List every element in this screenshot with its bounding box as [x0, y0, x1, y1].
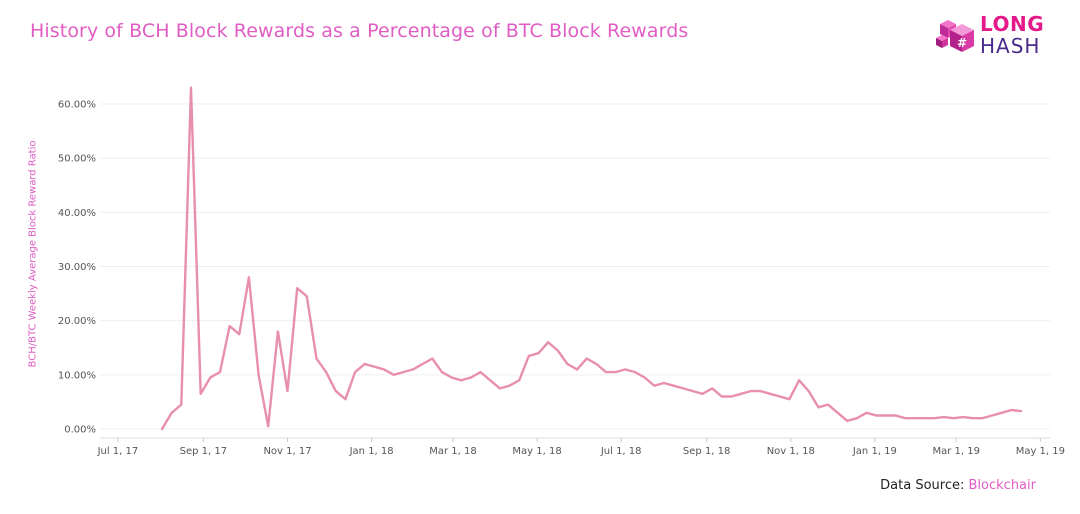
source-label: Data Source:: [880, 478, 965, 493]
y-tick-label: 30.00%: [58, 262, 96, 273]
series-line: [160, 86, 1023, 431]
y-tick-label: 60.00%: [58, 100, 96, 111]
chart-title: History of BCH Block Rewards as a Percen…: [30, 20, 689, 42]
x-tick-label: Jul 1, 17: [97, 446, 139, 457]
longhash-cube-icon: #: [936, 20, 974, 52]
x-tick-label: Sep 1, 18: [683, 446, 730, 457]
y-tick-label: 50.00%: [58, 154, 96, 165]
x-tick-label: Jan 1, 19: [852, 446, 897, 457]
y-tick-label: 40.00%: [58, 208, 96, 219]
logo-line-2: HASH: [980, 34, 1041, 58]
x-tick-label: Jul 1, 18: [600, 446, 642, 457]
x-tick-label: Sep 1, 17: [180, 446, 227, 457]
y-tick-label: 10.00%: [58, 370, 96, 381]
longhash-logo[interactable]: # LONG HASH: [934, 14, 1054, 60]
x-tick-label: May 1, 19: [1016, 446, 1065, 457]
source-link[interactable]: Blockchair: [968, 478, 1036, 493]
x-tick-label: Nov 1, 17: [263, 446, 311, 457]
y-tick-label: 20.00%: [58, 316, 96, 327]
x-tick-label: Nov 1, 18: [767, 446, 815, 457]
x-tick-label: May 1, 18: [512, 446, 561, 457]
x-tick-label: Mar 1, 19: [932, 446, 980, 457]
svg-text:#: #: [957, 36, 967, 50]
data-source-credit: Data Source: Blockchair: [880, 478, 1036, 493]
x-tick-label: Jan 1, 18: [349, 446, 394, 457]
y-tick-label: 0.00%: [64, 425, 96, 436]
logo-line-1: LONG: [980, 12, 1045, 36]
x-tick-label: Mar 1, 18: [429, 446, 477, 457]
